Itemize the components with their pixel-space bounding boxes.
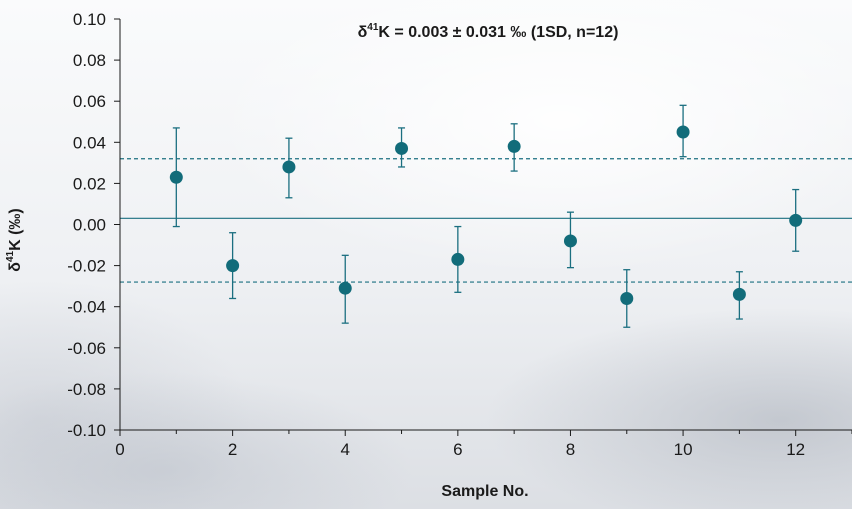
y-axis-ticks: 0.10 0.08 0.06 0.04 0.02 0.00 -0.02 -0.04 -0.06 -… bbox=[67, 10, 120, 440]
data-point bbox=[451, 252, 465, 266]
data-point bbox=[732, 287, 746, 301]
data-point bbox=[395, 141, 409, 155]
x-axis-title: Sample No. bbox=[441, 483, 528, 500]
y-tick-label: 0.04 bbox=[73, 133, 106, 152]
x-tick-label: 12 bbox=[786, 440, 805, 459]
data-point bbox=[169, 170, 183, 184]
y-tick-label: -0.04 bbox=[67, 298, 106, 317]
y-tick-label: 0.06 bbox=[73, 92, 106, 111]
x-tick-label: 2 bbox=[228, 440, 237, 459]
x-tick-label: 4 bbox=[340, 440, 349, 459]
y-tick-label: -0.10 bbox=[67, 421, 106, 440]
chart-title: δ41K = 0.003 ± 0.031 ‰ (1SD, n=12) bbox=[358, 22, 619, 41]
y-tick-label: 0.02 bbox=[73, 174, 106, 193]
y-tick-label: 0.08 bbox=[73, 51, 106, 70]
x-tick-label: 8 bbox=[566, 440, 575, 459]
x-tick-label: 0 bbox=[115, 440, 124, 459]
data-point bbox=[507, 139, 521, 153]
data-point bbox=[789, 213, 803, 227]
data-point bbox=[563, 234, 577, 248]
y-tick-label: -0.06 bbox=[67, 339, 106, 358]
y-tick-label: 0.10 bbox=[73, 10, 106, 29]
y-axis-title: δ41K (‰) bbox=[5, 208, 24, 271]
x-axis-ticks: 0 2 4 6 8 10 12 bbox=[115, 430, 852, 459]
data-point bbox=[338, 281, 352, 295]
data-point bbox=[676, 125, 690, 139]
y-tick-label: -0.08 bbox=[67, 380, 106, 399]
x-tick-label: 6 bbox=[453, 440, 462, 459]
axes bbox=[119, 19, 852, 431]
data-point bbox=[226, 259, 240, 273]
data-point bbox=[282, 160, 296, 174]
y-tick-label: -0.02 bbox=[67, 257, 106, 276]
error-bars bbox=[172, 104, 800, 328]
data-points bbox=[169, 125, 803, 305]
y-tick-label: 0.00 bbox=[73, 216, 106, 235]
x-tick-label: 10 bbox=[674, 440, 693, 459]
reference-lines bbox=[120, 158, 852, 283]
data-point bbox=[620, 291, 634, 305]
